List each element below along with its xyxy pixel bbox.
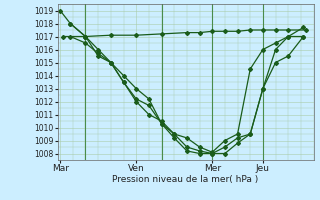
X-axis label: Pression niveau de la mer( hPa ): Pression niveau de la mer( hPa ) xyxy=(112,175,259,184)
